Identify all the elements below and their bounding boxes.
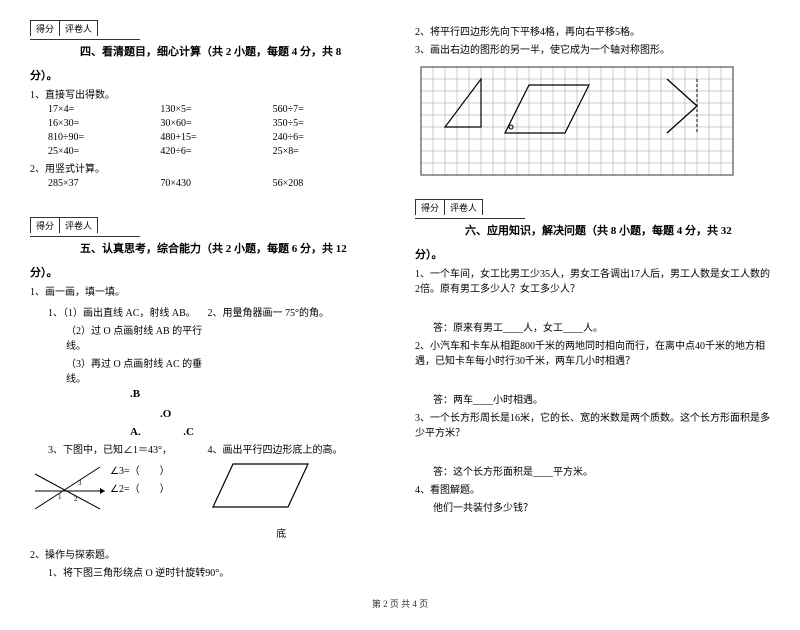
section-5-title-cont: 分）。 [30, 264, 385, 280]
base-label: 底 [208, 525, 386, 540]
r-top-2: 2、将平行四边形先向下平移4格，再向右平移5格。 [415, 23, 770, 38]
q5-2-1: 1、将下图三角形绕点 O 逆时针旋转90°。 [30, 564, 385, 579]
q4-2: 2、用竖式计算。 [30, 160, 385, 175]
score-underline [415, 218, 525, 219]
parallelogram-icon [208, 459, 318, 519]
calc-cell: 285×37 [48, 178, 160, 189]
points-ac: A. .C [130, 426, 385, 438]
grid-diagram-icon [415, 61, 739, 181]
angle-3: ∠3=（ ） [110, 462, 170, 477]
point-c: .C [143, 426, 194, 438]
calc-cell: 560÷7= [273, 104, 385, 115]
calc-cell: 25×8= [273, 146, 385, 157]
section-6-title: 六、应用知识，解决问题（共 8 小题，每题 4 分，共 32 [415, 222, 770, 238]
calc-row: 17×4= 130×5= 560÷7= [48, 104, 385, 115]
r-top-3: 3、画出右边的图形的另一半，使它成为一个轴对称图形。 [415, 41, 770, 56]
svg-text:2: 2 [74, 495, 78, 503]
q6-1: 1、一个车间，女工比男工少35人，男女工各调出17人后，男工人数是女工人数的2倍… [415, 265, 770, 295]
left-column: 得分 评卷人 四、看清题目，细心计算（共 2 小题，每题 4 分，共 8 分）。… [30, 20, 385, 582]
calc-cell: 130×5= [160, 104, 272, 115]
score-underline [30, 236, 140, 237]
calc-cell: 420÷6= [160, 146, 272, 157]
q6-3: 3、一个长方形周长是16米，它的长、宽的米数是两个质数。这个长方形面积是多少平方… [415, 409, 770, 439]
calc-row: 285×37 70×430 56×208 [48, 178, 385, 189]
score-box-4: 得分 评卷人 [30, 20, 385, 36]
right-column: 2、将平行四边形先向下平移4格，再向右平移5格。 3、画出右边的图形的另一半，使… [415, 20, 770, 582]
q5-1-1: 1、（1）画出直线 AC，射线 AB。 [30, 304, 208, 319]
angle-2: ∠2=（ ） [110, 480, 170, 495]
a6-3: 答：这个长方形面积是____平方米。 [415, 463, 770, 478]
page-footer: 第 2 页 共 4 页 [30, 597, 770, 610]
point-o: .O [130, 408, 385, 420]
calc-cell: 16×30= [48, 118, 160, 129]
calc-cell: 810÷90= [48, 132, 160, 143]
section-6-title-cont: 分）。 [415, 246, 770, 262]
q5-4: 4、画出平行四边形底上的高。 [208, 441, 386, 456]
svg-text:3: 3 [78, 479, 82, 487]
calc-row: 16×30= 30×60= 350÷5= [48, 118, 385, 129]
svg-text:1: 1 [58, 493, 62, 501]
calc-cell: 240÷6= [273, 132, 385, 143]
calc-cell: 17×4= [48, 104, 160, 115]
calc-cell: 56×208 [273, 178, 385, 189]
grader-label: 评卷人 [60, 20, 98, 36]
angle-diagram-icon: 3 1 2 [30, 459, 110, 514]
calc-cell: 30×60= [160, 118, 272, 129]
point-a: A. [130, 426, 141, 438]
q5-1-2: （2）过 O 点画射线 AB 的平行线。 [30, 322, 208, 352]
score-label: 得分 [30, 217, 60, 233]
q6-4: 4、看图解题。 [415, 481, 770, 496]
a6-2: 答：两车____小时相遇。 [415, 391, 770, 406]
grader-label: 评卷人 [445, 199, 483, 215]
point-b: .B [130, 388, 385, 400]
calc-cell: 350÷5= [273, 118, 385, 129]
score-box-5: 得分 评卷人 [30, 217, 385, 233]
calc-cell: 70×430 [160, 178, 272, 189]
score-box-6: 得分 评卷人 [415, 199, 770, 215]
q5-1: 1、画一画，填一填。 [30, 283, 385, 298]
score-underline [30, 39, 140, 40]
q6-4a: 他们一共装付多少钱？ [415, 499, 770, 514]
q6-2: 2、小汽车和卡车从相距800千米的两地同时相向而行，在离中点40千米的地方相遇，… [415, 337, 770, 367]
score-label: 得分 [415, 199, 445, 215]
q5-2: 2、操作与探索题。 [30, 546, 385, 561]
calc-row: 25×40= 420÷6= 25×8= [48, 146, 385, 157]
section-4-title-cont: 分）。 [30, 67, 385, 83]
calc-row: 810÷90= 480+15= 240÷6= [48, 132, 385, 143]
calc-cell: 480+15= [160, 132, 272, 143]
q5-3: 3、下图中，已知∠1＝43°， [30, 441, 208, 456]
score-label: 得分 [30, 20, 60, 36]
q4-1: 1、直接写出得数。 [30, 86, 385, 101]
section-5-title: 五、认真思考，综合能力（共 2 小题，每题 6 分，共 12 [30, 240, 385, 256]
section-4-title: 四、看清题目，细心计算（共 2 小题，每题 4 分，共 8 [30, 43, 385, 59]
grader-label: 评卷人 [60, 217, 98, 233]
q5-1-3: （3）再过 O 点画射线 AC 的垂线。 [30, 355, 208, 385]
calc-cell: 25×40= [48, 146, 160, 157]
q5-right: 2、用量角器画一 75°的角。 [208, 304, 386, 385]
a6-1: 答：原来有男工____人，女工____人。 [415, 319, 770, 334]
